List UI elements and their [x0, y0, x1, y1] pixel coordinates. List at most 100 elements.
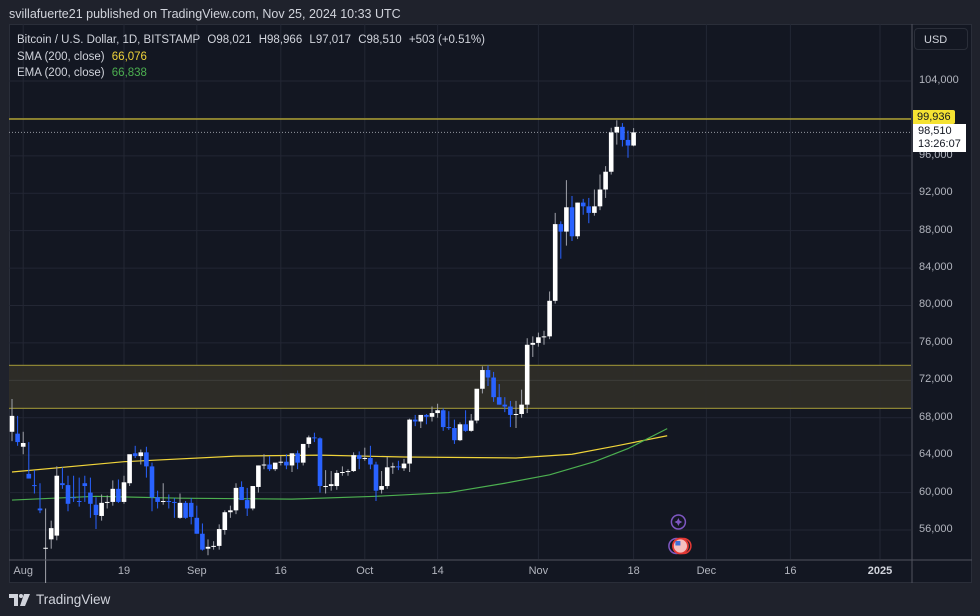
candle-bull	[530, 342, 536, 345]
candle-bull	[54, 475, 60, 536]
price-tick-label: 72,000	[919, 373, 953, 386]
price-tick-label: 80,000	[919, 298, 953, 311]
candle-bull	[211, 545, 216, 547]
candle-bull	[480, 370, 485, 389]
candle-bull	[340, 471, 345, 473]
candle-bull	[121, 482, 127, 502]
candle-bull	[513, 414, 519, 416]
candle-bull	[104, 501, 110, 503]
time-tick-label: Dec	[696, 565, 717, 577]
candle-bear	[446, 427, 452, 429]
candle-bull	[541, 336, 547, 338]
legend-sma-row[interactable]: SMA (200, close) 66,076	[17, 49, 489, 66]
candle-bear	[71, 497, 76, 499]
candle-bear	[166, 500, 172, 502]
candle-bull	[278, 461, 284, 463]
candle-bull	[351, 455, 356, 472]
candle-bear	[194, 517, 200, 534]
candle-bull	[222, 512, 228, 530]
candle-bull	[306, 437, 312, 444]
candle-bear	[368, 457, 373, 465]
candle-bull	[603, 171, 608, 190]
candle-bear	[373, 464, 379, 491]
symbol-label: Bitcoin / U.S. Dollar, 1D, BITSTAMP	[17, 34, 201, 46]
candlestick-chart[interactable]	[9, 24, 972, 583]
candle-bear	[569, 207, 575, 237]
candle-bull	[362, 457, 368, 459]
candle-bear	[508, 406, 513, 415]
candle-bull	[323, 486, 328, 488]
candle-bull	[138, 452, 144, 457]
candle-bear	[15, 433, 20, 443]
time-tick-label: 2025	[867, 565, 893, 577]
currency-button[interactable]: USD	[914, 28, 968, 50]
candle-bull	[127, 454, 132, 484]
candle-bull	[407, 419, 412, 464]
price-tick-label: 84,000	[919, 261, 953, 274]
candle-bull	[300, 443, 306, 463]
candle-bull	[547, 300, 552, 337]
candle-bear	[412, 419, 418, 422]
candle-bear	[312, 437, 317, 439]
price-tick-label: 60,000	[919, 485, 953, 498]
candle-bear	[620, 126, 625, 140]
candle-bull	[519, 404, 524, 415]
candle-bull	[474, 388, 480, 421]
candle-bull	[614, 126, 620, 133]
time-tick-label: 16	[784, 565, 797, 577]
candle-bull	[177, 502, 183, 518]
event-icon-idea	[670, 514, 687, 530]
candle-bull	[457, 424, 463, 441]
candle-bull	[289, 453, 295, 466]
candle-bull	[536, 337, 541, 343]
candle-bear	[491, 377, 496, 398]
candle-bull	[233, 487, 239, 511]
candle-bull	[345, 471, 351, 473]
demand-zone	[9, 365, 911, 409]
price-tick-label: 104,000	[919, 74, 959, 86]
candle-bull	[575, 202, 580, 237]
candle-bear	[188, 502, 194, 517]
open-value: O98,021	[207, 34, 252, 46]
candle-bear	[244, 500, 250, 509]
ema-value: 66,838	[111, 67, 147, 79]
candle-bear	[32, 485, 37, 487]
chart-plot-area[interactable]	[9, 24, 972, 583]
candle-bull	[418, 414, 424, 422]
candle-bull	[20, 442, 26, 447]
sma-value: 66,076	[111, 50, 147, 63]
last-price: 98,510	[918, 125, 952, 137]
candle-bear	[586, 206, 592, 213]
candle-bull	[99, 502, 104, 516]
candle-bear	[172, 501, 177, 503]
candle-bear	[26, 473, 32, 479]
low-value: L97,017	[309, 34, 351, 46]
candle-bear	[65, 485, 71, 504]
candle-bear	[625, 139, 631, 146]
candle-bear	[356, 455, 362, 459]
candle-bull	[552, 224, 558, 301]
candle-bear	[452, 428, 457, 441]
time-tick-label: 16	[274, 565, 287, 577]
candle-bull	[328, 484, 334, 487]
candle-bull	[524, 344, 530, 405]
sma-200-line	[11, 435, 668, 473]
chart-frame	[9, 24, 972, 583]
time-tick-label: Oct	[356, 565, 374, 577]
price-tick-label: 64,000	[919, 448, 953, 461]
candle-bull	[608, 132, 614, 172]
legend-ema-row[interactable]: EMA (200, close) 66,838	[17, 65, 489, 82]
candle-bull	[468, 420, 474, 431]
price-tick-label: 68,000	[919, 410, 953, 423]
time-tick-label: 14	[431, 565, 444, 577]
candle-bear	[485, 370, 491, 378]
last-price-tag: 98,510 13:26:07	[913, 124, 966, 152]
candle-bull	[592, 206, 597, 213]
tradingview-logo: TradingView	[9, 592, 110, 607]
close-value: C98,510	[358, 34, 402, 46]
candle-bear	[155, 497, 160, 502]
candle-bull	[9, 415, 15, 432]
candle-bear	[502, 404, 508, 407]
candle-bull	[228, 510, 233, 513]
candle-bull	[390, 466, 396, 468]
